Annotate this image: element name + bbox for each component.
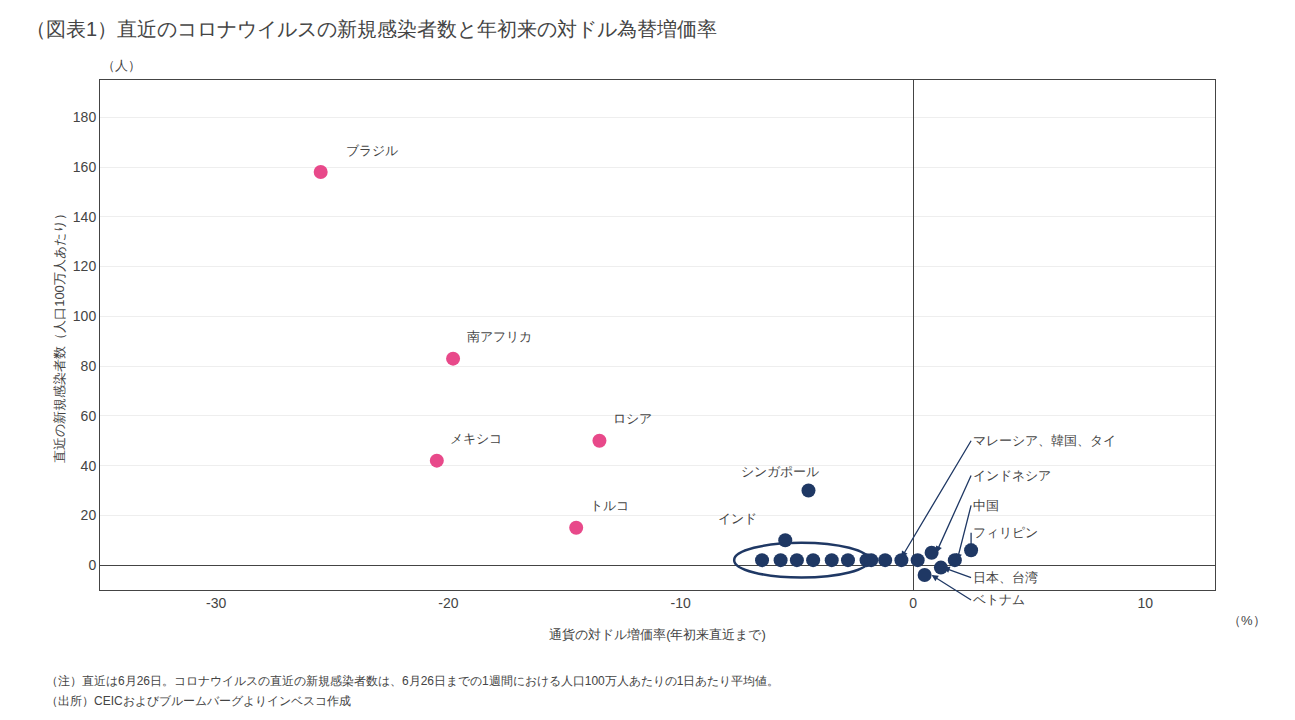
svg-text:（人）: （人） bbox=[102, 58, 141, 73]
svg-text:180: 180 bbox=[73, 109, 97, 125]
svg-text:20: 20 bbox=[81, 507, 97, 523]
svg-text:60: 60 bbox=[81, 408, 97, 424]
svg-text:トルコ: トルコ bbox=[590, 498, 629, 513]
svg-text:（%）: （%） bbox=[1228, 613, 1266, 628]
svg-text:0: 0 bbox=[909, 595, 917, 611]
svg-text:10: 10 bbox=[1138, 595, 1154, 611]
svg-text:（図表1）直近のコロナウイルスの新規感染者数と年初来の対ドル: （図表1）直近のコロナウイルスの新規感染者数と年初来の対ドル為替増価率 bbox=[26, 18, 717, 40]
svg-text:100: 100 bbox=[73, 308, 97, 324]
svg-text:160: 160 bbox=[73, 159, 97, 175]
svg-text:マレーシア、韓国、タイ: マレーシア、韓国、タイ bbox=[973, 433, 1116, 448]
svg-text:80: 80 bbox=[81, 358, 97, 374]
svg-text:0: 0 bbox=[88, 557, 96, 573]
svg-text:40: 40 bbox=[81, 458, 97, 474]
svg-text:120: 120 bbox=[73, 258, 97, 274]
svg-text:インド: インド bbox=[718, 511, 757, 526]
svg-text:インドネシア: インドネシア bbox=[973, 468, 1051, 483]
svg-text:南アフリカ: 南アフリカ bbox=[467, 329, 532, 344]
svg-text:ロシア: ロシア bbox=[613, 411, 652, 426]
svg-text:中国: 中国 bbox=[973, 498, 999, 513]
svg-text:日本、台湾: 日本、台湾 bbox=[973, 570, 1038, 585]
svg-text:-30: -30 bbox=[206, 595, 226, 611]
svg-text:（注）直近は6月26日。コロナウイルスの直近の新規感染者数は: （注）直近は6月26日。コロナウイルスの直近の新規感染者数は、6月26日までの1… bbox=[46, 674, 779, 688]
svg-text:ベトナム: ベトナム bbox=[973, 592, 1025, 607]
svg-text:シンガポール: シンガポール bbox=[741, 464, 819, 479]
svg-text:ブラジル: ブラジル bbox=[346, 143, 398, 158]
svg-text:メキシコ: メキシコ bbox=[450, 431, 502, 446]
svg-text:-10: -10 bbox=[671, 595, 691, 611]
svg-text:通貨の対ドル増価率(年初来直近まで): 通貨の対ドル増価率(年初来直近まで) bbox=[549, 627, 766, 642]
svg-text:-20: -20 bbox=[438, 595, 458, 611]
svg-text:（出所）CEICおよびブルームバーグよりインベスコ作成: （出所）CEICおよびブルームバーグよりインベスコ作成 bbox=[46, 694, 351, 708]
svg-text:直近の新規感染者数（人口100万人あたり）: 直近の新規感染者数（人口100万人あたり） bbox=[52, 207, 67, 463]
svg-text:フィリピン: フィリピン bbox=[973, 525, 1038, 540]
svg-text:140: 140 bbox=[73, 209, 97, 225]
